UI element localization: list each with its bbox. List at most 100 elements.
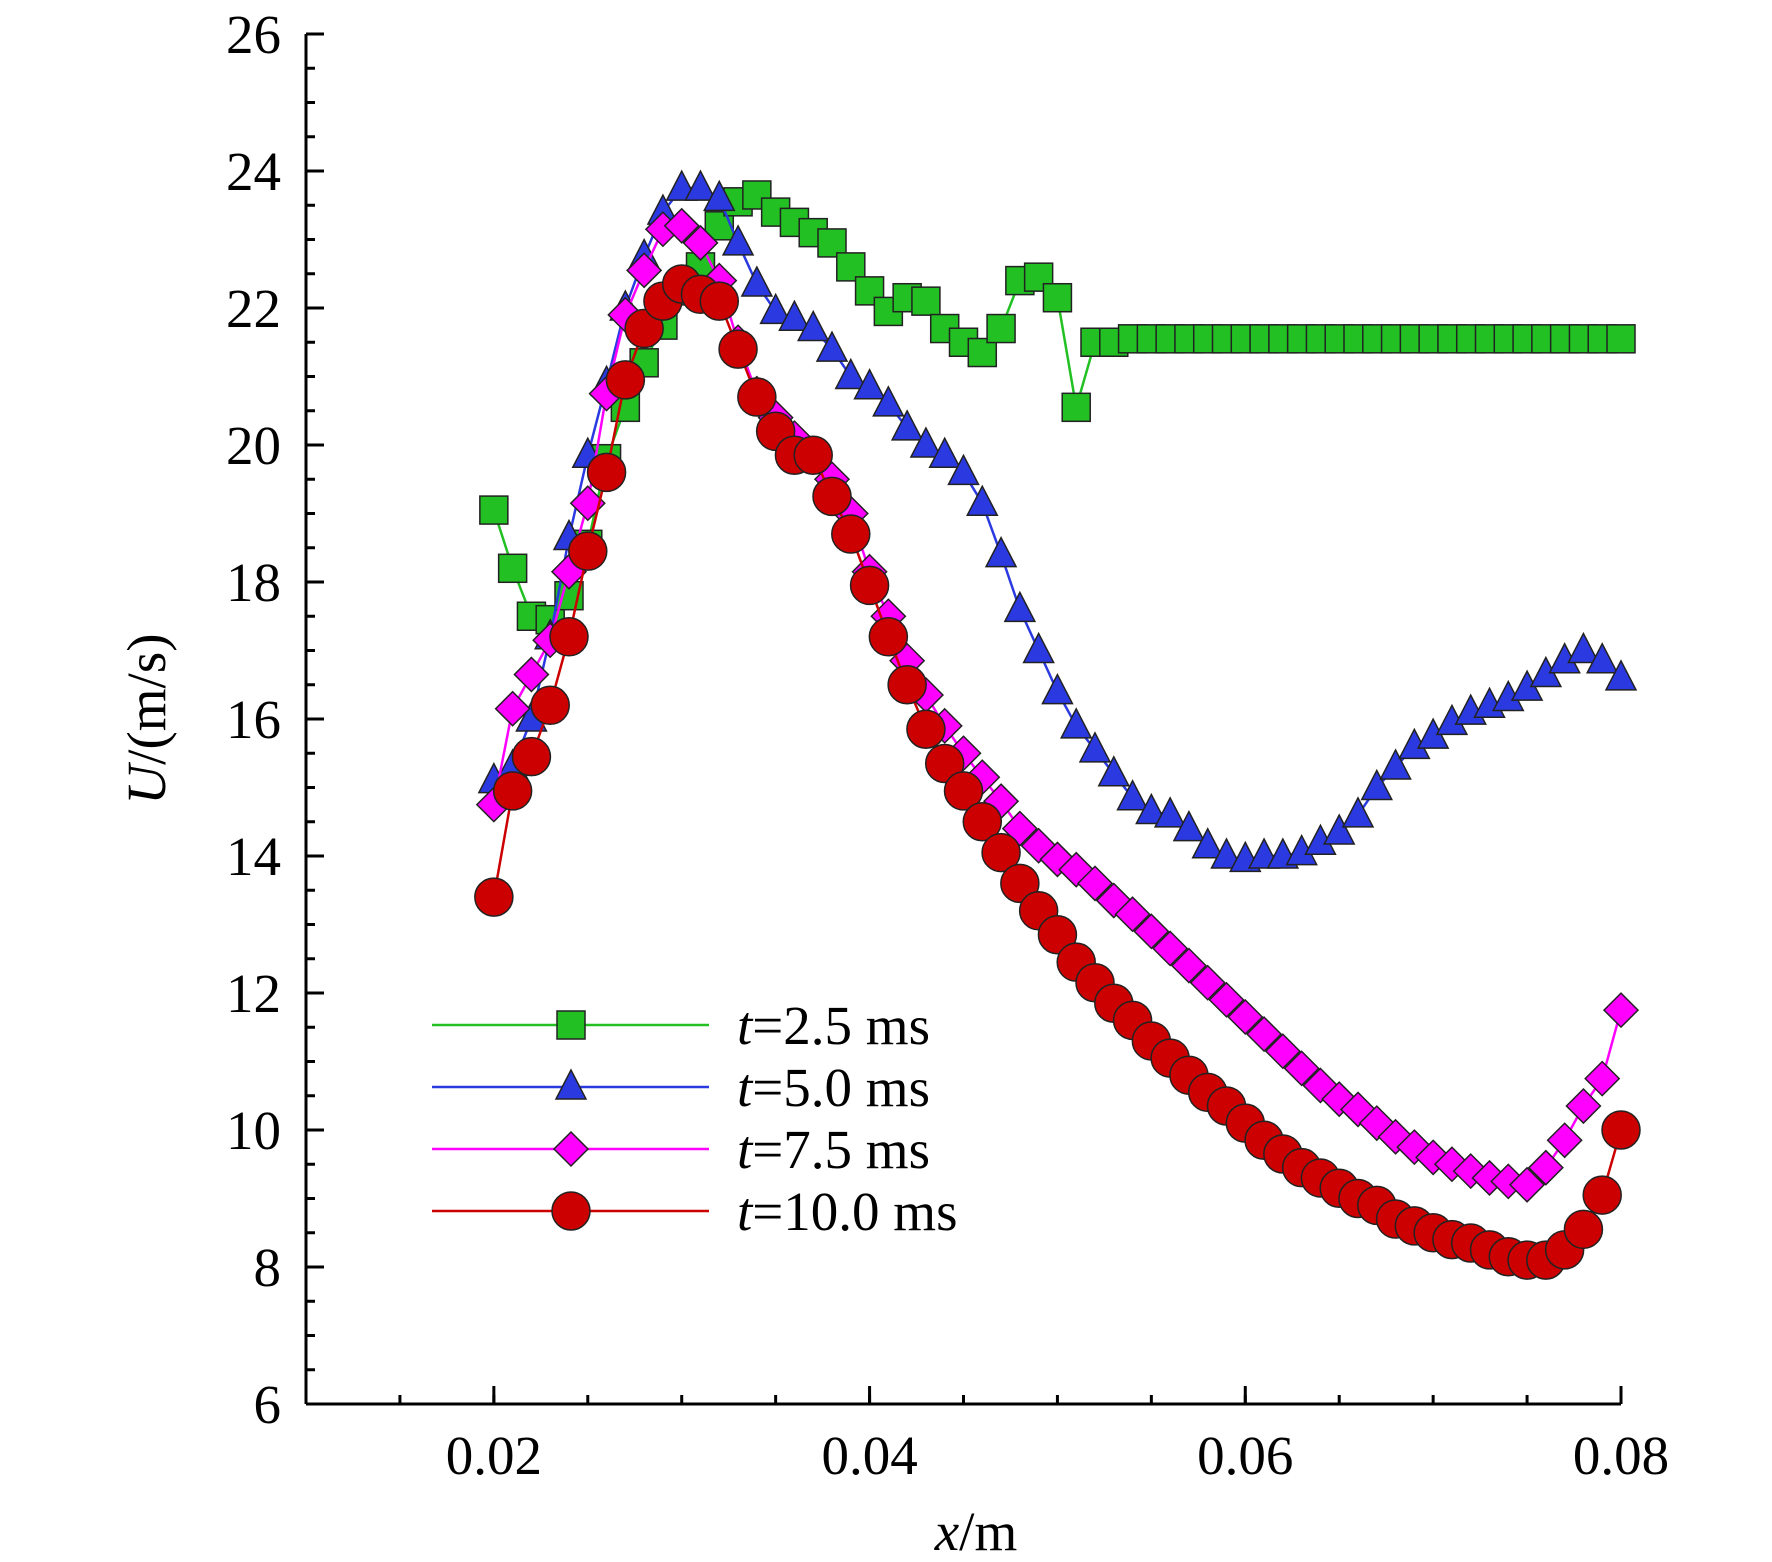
marker — [626, 252, 663, 289]
marker — [943, 771, 984, 811]
marker — [513, 656, 550, 693]
x-tick-label: 0.02 — [446, 1425, 542, 1486]
marker — [909, 426, 943, 458]
marker — [586, 452, 627, 493]
marker — [718, 329, 758, 369]
marker — [494, 690, 531, 727]
marker — [699, 281, 740, 321]
marker — [530, 685, 570, 726]
marker — [1061, 392, 1091, 423]
marker — [796, 309, 830, 342]
marker — [737, 377, 777, 417]
marker — [1116, 779, 1149, 811]
marker — [1135, 792, 1168, 825]
marker — [1546, 1122, 1583, 1159]
marker — [1322, 813, 1356, 845]
y-tick-label: 20 — [226, 415, 281, 476]
marker — [1000, 863, 1040, 904]
legend-label: t=7.5 ms — [737, 1119, 930, 1180]
y-axis-label: U/(m/s) — [116, 633, 177, 804]
marker — [1208, 981, 1245, 1018]
marker — [568, 531, 608, 571]
marker — [1283, 1050, 1320, 1087]
marker — [986, 313, 1016, 344]
marker — [1563, 1209, 1604, 1250]
marker — [552, 1130, 590, 1168]
marker — [836, 252, 866, 282]
marker — [1246, 1016, 1283, 1053]
marker — [1379, 748, 1412, 780]
marker — [1527, 1149, 1564, 1186]
marker — [624, 308, 664, 349]
marker — [1565, 1087, 1602, 1125]
marker — [1602, 992, 1640, 1029]
marker — [793, 435, 833, 476]
marker — [947, 453, 980, 486]
marker — [834, 357, 868, 390]
marker — [663, 207, 700, 244]
marker — [1076, 865, 1114, 902]
x-axis-label: x/m — [934, 1501, 1017, 1562]
marker — [966, 484, 999, 516]
marker — [962, 802, 1003, 842]
series-line — [492, 193, 1621, 622]
marker — [868, 617, 909, 657]
marker — [1582, 1175, 1622, 1215]
marker — [1059, 707, 1093, 739]
marker — [682, 224, 719, 261]
series-line — [492, 282, 1623, 1262]
y-tick-label: 10 — [226, 1100, 281, 1161]
marker — [872, 385, 905, 417]
marker — [981, 832, 1021, 873]
marker — [1003, 590, 1037, 623]
marker — [605, 360, 646, 400]
marker — [812, 476, 852, 517]
marker — [1509, 1166, 1546, 1203]
marker — [1360, 768, 1394, 801]
marker — [1042, 282, 1073, 313]
marker — [1153, 796, 1187, 828]
marker — [551, 1191, 591, 1231]
legend-label: t=10.0 ms — [737, 1181, 957, 1242]
marker — [1567, 631, 1600, 664]
marker — [887, 665, 927, 705]
y-tick-label: 12 — [226, 963, 281, 1024]
marker — [1022, 631, 1055, 664]
marker — [778, 299, 811, 332]
marker — [1037, 915, 1078, 955]
marker — [479, 495, 509, 525]
marker — [984, 535, 1018, 568]
marker — [849, 565, 890, 606]
x-tick-label: 0.06 — [1197, 1425, 1293, 1486]
marker — [549, 617, 589, 657]
marker — [1191, 827, 1224, 859]
marker — [853, 368, 886, 400]
x-tick-label: 0.04 — [821, 1425, 917, 1486]
marker — [740, 265, 774, 297]
marker — [1606, 324, 1636, 354]
marker — [911, 286, 941, 316]
marker — [492, 771, 533, 811]
y-tick-label: 14 — [226, 826, 281, 887]
marker — [928, 436, 961, 469]
marker — [890, 409, 924, 441]
marker — [511, 736, 552, 777]
legend-label: t=5.0 ms — [737, 1057, 930, 1118]
marker — [815, 330, 849, 362]
y-tick-label: 26 — [226, 4, 281, 65]
marker — [1041, 672, 1074, 705]
y-tick-label: 22 — [226, 278, 281, 339]
marker — [1601, 1110, 1641, 1150]
marker — [924, 743, 965, 784]
y-tick-label: 6 — [254, 1374, 282, 1435]
marker — [1210, 837, 1243, 869]
marker — [554, 1068, 588, 1100]
y-tick-label: 16 — [226, 689, 281, 750]
marker — [759, 292, 792, 325]
marker — [684, 169, 717, 201]
y-tick-label: 8 — [254, 1237, 282, 1298]
marker — [1585, 642, 1619, 674]
marker — [1584, 1060, 1621, 1097]
marker — [1604, 659, 1638, 691]
